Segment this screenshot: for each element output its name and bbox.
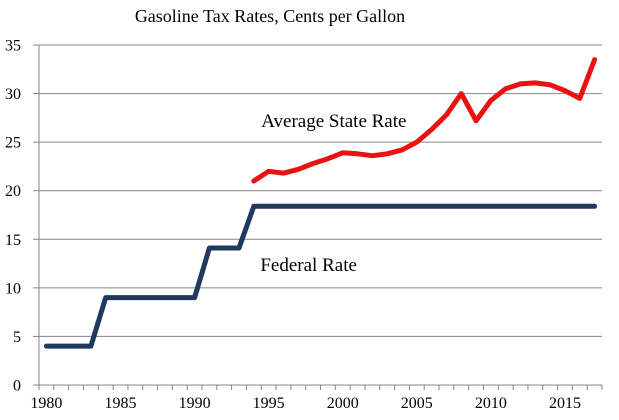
x-tick-label: 2015 xyxy=(549,395,581,412)
federal-rate-line xyxy=(43,203,598,349)
x-tick-label: 1985 xyxy=(104,395,136,412)
x-tick-label: 2005 xyxy=(401,395,433,412)
y-tick-label: 10 xyxy=(5,280,21,297)
y-tick-label: 30 xyxy=(5,86,21,103)
y-tick-label: 25 xyxy=(5,135,21,152)
x-tick-label: 2000 xyxy=(327,395,359,412)
chart-title: Gasoline Tax Rates, Cents per Gallon xyxy=(134,6,406,26)
x-tick-label: 1990 xyxy=(179,395,211,412)
y-tick-label: 5 xyxy=(13,329,21,346)
series-label-federal-rate: Federal Rate xyxy=(260,255,357,277)
series-label-average-state-rate: Average State Rate xyxy=(261,110,407,132)
y-tick-label: 20 xyxy=(5,183,21,200)
y-tick-label: 15 xyxy=(5,232,21,249)
y-tick-label: 35 xyxy=(5,38,21,55)
y-tick-label: 0 xyxy=(13,378,21,395)
average-state-rate-line xyxy=(251,57,598,184)
x-tick-label: 1980 xyxy=(30,395,62,412)
x-tick-label: 1995 xyxy=(253,395,285,412)
x-tick-label: 2010 xyxy=(475,395,507,412)
